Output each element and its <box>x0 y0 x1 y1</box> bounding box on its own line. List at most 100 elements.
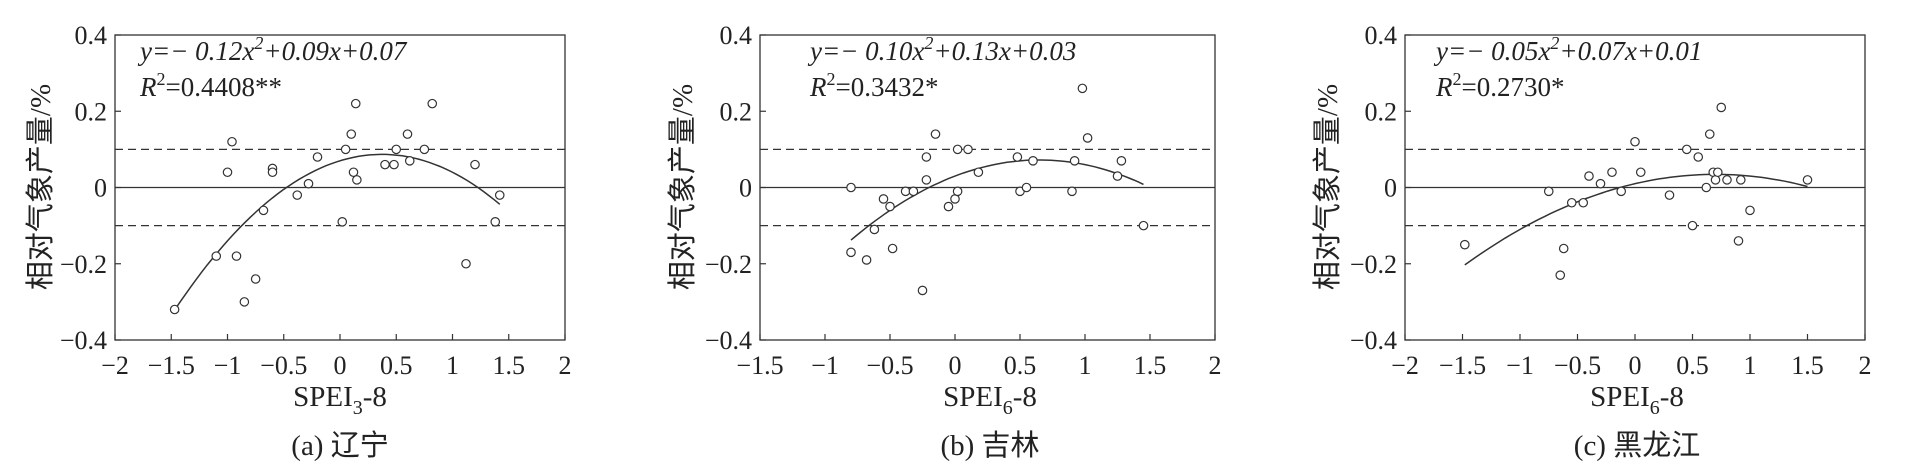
data-point <box>258 205 269 216</box>
data-point <box>227 136 237 147</box>
y-tick-label: 0.4 <box>1365 21 1398 50</box>
x-tick-label: −2 <box>1391 351 1419 380</box>
data-point <box>211 251 222 261</box>
data-point <box>869 224 880 235</box>
data-point <box>1138 220 1149 231</box>
panel-jilin: −1.5 −1 −0.5 0 0.5 1 1.5 2 0.4 0.2 0 −0.2 −0.4 y=− 0… <box>666 21 1222 462</box>
data-point <box>490 217 501 227</box>
x-tick-label: −1.5 <box>736 351 783 380</box>
y-tick-label: 0.2 <box>720 97 753 126</box>
x-tick-label: 1 <box>446 351 459 380</box>
panel-caption: (c) 黑龙江 <box>1574 429 1700 462</box>
data-point <box>846 247 856 258</box>
data-point <box>1630 136 1640 147</box>
data-point <box>292 190 303 200</box>
x-tick-label: −1 <box>1506 351 1534 380</box>
x-tick-label: 0 <box>334 351 347 380</box>
data-point <box>1722 175 1732 185</box>
data-point <box>1713 167 1723 178</box>
data-point <box>337 217 348 227</box>
x-tick-label: 2 <box>1859 351 1872 380</box>
x-tick-label: 1.5 <box>1134 351 1167 380</box>
data-point <box>231 251 242 261</box>
data-point <box>267 167 278 178</box>
x-tick-label: −1.5 <box>148 351 195 380</box>
panel-caption: (a) 辽宁 <box>291 429 388 462</box>
data-point <box>352 175 362 185</box>
panel-liaoning: −2 −1.5 −1 −0.5 0 0.5 1 1.5 2 0.4 0.2 0 −0.2 −0.4 y=−… <box>24 21 572 462</box>
equation-label: y=− 0.05x2+0.07x+0.01 <box>1433 33 1702 66</box>
data-point <box>250 274 261 284</box>
data-point <box>887 243 898 254</box>
data-point <box>1635 167 1646 178</box>
y-tick-label: −0.2 <box>60 250 107 279</box>
y-tick-label: −0.4 <box>1350 326 1397 355</box>
data-point <box>169 304 180 315</box>
data-point <box>350 98 361 109</box>
r2-label: R2=0.2730* <box>1435 69 1564 102</box>
data-point <box>1716 102 1727 113</box>
data-point <box>1736 175 1746 185</box>
data-point <box>1077 83 1088 94</box>
data-point <box>239 297 250 307</box>
data-point <box>963 144 973 155</box>
data-point <box>222 167 233 178</box>
data-point <box>1693 152 1704 162</box>
data-point <box>861 255 872 265</box>
data-point <box>1543 186 1554 197</box>
x-tick-label: 2 <box>1209 351 1222 380</box>
x-axis-title: SPEI6-8 <box>943 381 1037 419</box>
y-tick-label: 0.4 <box>75 21 108 50</box>
y-tick-label: −0.2 <box>1350 250 1397 279</box>
data-point <box>1566 197 1577 208</box>
y-axis-title: 相对气象产量/% <box>1311 84 1344 290</box>
data-point <box>419 144 430 155</box>
x-tick-label: −1 <box>214 351 242 380</box>
data-point <box>930 129 941 139</box>
data-point <box>404 156 415 166</box>
y-tick-label: −0.4 <box>705 326 752 355</box>
data-point <box>494 190 505 200</box>
data-point <box>1021 182 1032 193</box>
data-point <box>1704 129 1715 139</box>
data-point <box>1802 175 1813 185</box>
data-point <box>346 129 357 139</box>
x-tick-label: 1 <box>1744 351 1757 380</box>
data-point <box>1012 152 1023 162</box>
data-point <box>427 98 438 109</box>
data-point <box>1745 205 1755 216</box>
x-tick-label: −2 <box>101 351 129 380</box>
y-tick-label: 0.4 <box>720 21 753 50</box>
data-point <box>878 194 889 204</box>
panel-heilongjiang: −2 −1.5 −1 −0.5 0 0.5 1 1.5 2 0.4 0.2 0 −0.2 −0.4 y=−… <box>1311 21 1872 462</box>
data-point <box>1069 156 1080 166</box>
data-point <box>1558 243 1569 254</box>
data-point <box>391 144 402 155</box>
y-tick-label: −0.4 <box>60 326 107 355</box>
x-tick-label: 1.5 <box>493 351 526 380</box>
data-point <box>1116 156 1127 166</box>
data-point <box>312 152 323 162</box>
data-point <box>1578 197 1589 208</box>
data-point <box>917 285 928 296</box>
data-point <box>1555 270 1566 280</box>
y-tick-label: 0.2 <box>75 97 108 126</box>
x-tick-label: 0.5 <box>1676 351 1709 380</box>
data-point <box>1607 167 1617 178</box>
data-point <box>1664 190 1675 200</box>
data-point <box>1616 186 1626 197</box>
data-point <box>846 182 856 193</box>
data-point <box>380 159 390 170</box>
data-point <box>900 186 911 197</box>
data-point <box>1112 171 1123 181</box>
x-axis-title: SPEI6-8 <box>1590 381 1684 419</box>
fit-curve <box>850 159 1144 241</box>
x-axis-title: SPEI3-8 <box>293 381 387 419</box>
data-point <box>921 152 932 162</box>
data-point <box>1733 236 1744 246</box>
r2-label: R2=0.3432* <box>809 69 938 102</box>
x-tick-label: 1.5 <box>1791 351 1824 380</box>
x-tick-label: −0.5 <box>866 351 913 380</box>
data-point <box>973 167 984 178</box>
